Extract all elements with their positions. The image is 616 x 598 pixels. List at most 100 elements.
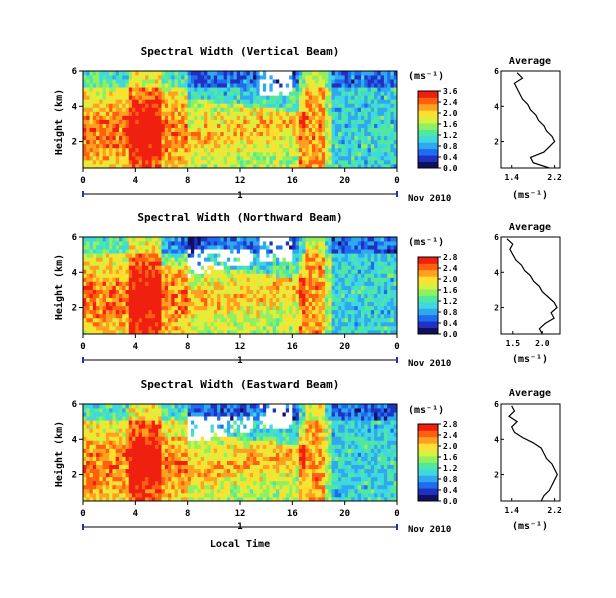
heatmap-cell bbox=[207, 123, 211, 128]
average-y-tick-label: 6 bbox=[494, 67, 499, 76]
heatmap-cell bbox=[132, 99, 136, 104]
heatmap-cell bbox=[122, 265, 126, 270]
heatmap-cell bbox=[351, 293, 355, 299]
heatmap-cell bbox=[315, 143, 319, 149]
colorbar-segment bbox=[418, 153, 438, 156]
heatmap-cell bbox=[341, 261, 346, 266]
heatmap-cell bbox=[230, 273, 234, 278]
heatmap-cell bbox=[292, 79, 296, 84]
heatmap-cell bbox=[230, 257, 234, 262]
heatmap-cell bbox=[164, 273, 169, 278]
heatmap-cell bbox=[200, 237, 205, 242]
heatmap-cell bbox=[370, 163, 375, 169]
heatmap-cell bbox=[295, 111, 300, 116]
heatmap-cell bbox=[374, 261, 378, 266]
heatmap-cell bbox=[347, 131, 352, 137]
heatmap-cell bbox=[148, 261, 153, 266]
heatmap-cell bbox=[246, 151, 251, 157]
heatmap-cell bbox=[347, 261, 352, 266]
heatmap-cell bbox=[305, 135, 310, 141]
heatmap-cell bbox=[89, 301, 94, 307]
average-title: Average bbox=[509, 222, 551, 233]
heatmap-cell bbox=[272, 159, 277, 165]
heatmap-cell bbox=[243, 289, 247, 294]
heatmap-cell bbox=[233, 237, 238, 242]
heatmap-cell bbox=[246, 143, 251, 149]
colorbar-segment bbox=[418, 129, 438, 132]
heatmap-cell bbox=[305, 329, 310, 335]
heatmap-cell bbox=[145, 159, 149, 165]
heatmap-cell bbox=[177, 139, 182, 145]
heatmap-cell bbox=[132, 147, 136, 153]
heatmap-cell bbox=[236, 159, 241, 165]
heatmap-cell bbox=[344, 317, 349, 323]
colorbar-segment bbox=[418, 155, 438, 157]
heatmap-cell bbox=[266, 75, 270, 80]
heatmap-cell bbox=[292, 95, 296, 100]
heatmap-cell bbox=[118, 151, 123, 157]
heatmap-cell bbox=[357, 147, 362, 153]
heatmap-cell bbox=[118, 87, 123, 92]
heatmap-cell bbox=[341, 143, 346, 149]
heatmap-cell bbox=[102, 285, 107, 290]
heatmap-cell bbox=[279, 281, 283, 286]
heatmap-cell bbox=[210, 277, 215, 282]
heatmap-cell bbox=[367, 253, 372, 258]
heatmap-cell bbox=[168, 237, 172, 242]
heatmap-cell bbox=[347, 99, 352, 104]
heatmap-cell bbox=[118, 245, 123, 250]
heatmap-cell bbox=[207, 103, 211, 108]
heatmap-cell bbox=[154, 119, 159, 124]
colorbar-segment bbox=[418, 286, 438, 289]
heatmap-cell bbox=[132, 329, 136, 335]
heatmap-cell bbox=[164, 99, 169, 104]
heatmap-cell bbox=[99, 147, 104, 153]
heatmap-cell bbox=[246, 147, 251, 153]
heatmap-cell bbox=[325, 237, 329, 242]
heatmap-cell bbox=[292, 163, 296, 169]
heatmap-cell bbox=[184, 269, 189, 274]
heatmap-cell bbox=[357, 277, 362, 282]
heatmap-cell bbox=[285, 99, 290, 104]
heatmap-cell bbox=[380, 241, 385, 246]
heatmap-cell bbox=[325, 301, 329, 307]
heatmap-cell bbox=[377, 293, 382, 299]
heatmap-cell bbox=[138, 261, 143, 266]
heatmap-cell bbox=[210, 159, 215, 165]
heatmap-cell bbox=[282, 151, 287, 157]
heatmap-cell bbox=[259, 329, 264, 335]
heatmap-cell bbox=[341, 119, 346, 124]
colorbar-segment bbox=[418, 300, 438, 303]
heatmap-cell bbox=[272, 269, 277, 274]
heatmap-cell bbox=[109, 111, 113, 116]
heatmap-cell bbox=[275, 301, 280, 307]
heatmap-cell bbox=[164, 163, 169, 169]
heatmap-cell bbox=[243, 131, 247, 137]
heatmap-cell bbox=[112, 317, 117, 323]
heatmap-cell bbox=[321, 127, 326, 133]
heatmap-cell bbox=[253, 155, 257, 161]
heatmap-cell bbox=[262, 281, 267, 286]
heatmap-cell bbox=[135, 289, 139, 294]
heatmap-cell bbox=[154, 83, 159, 88]
colorbar-segment bbox=[418, 265, 438, 268]
heatmap-cell bbox=[177, 253, 182, 258]
heatmap-cell bbox=[210, 305, 215, 311]
heatmap-cell bbox=[210, 313, 215, 319]
heatmap-cell bbox=[253, 83, 257, 88]
heatmap-cell bbox=[217, 159, 221, 165]
heatmap-cell bbox=[109, 321, 113, 327]
colorbar-unit: (ms⁻¹) bbox=[408, 405, 444, 416]
colorbar-segment bbox=[418, 280, 438, 282]
heatmap-cell bbox=[148, 159, 153, 165]
heatmap-cell bbox=[387, 273, 391, 278]
heatmap-cell bbox=[220, 79, 225, 84]
heatmap-cell bbox=[190, 127, 195, 133]
heatmap-cell bbox=[233, 119, 238, 124]
heatmap-cell bbox=[96, 237, 100, 242]
heatmap-cell bbox=[351, 111, 355, 116]
heatmap-cell bbox=[220, 163, 225, 169]
heatmap-cell bbox=[249, 95, 254, 100]
heatmap-cell bbox=[269, 143, 274, 149]
heatmap-cell bbox=[118, 301, 123, 307]
